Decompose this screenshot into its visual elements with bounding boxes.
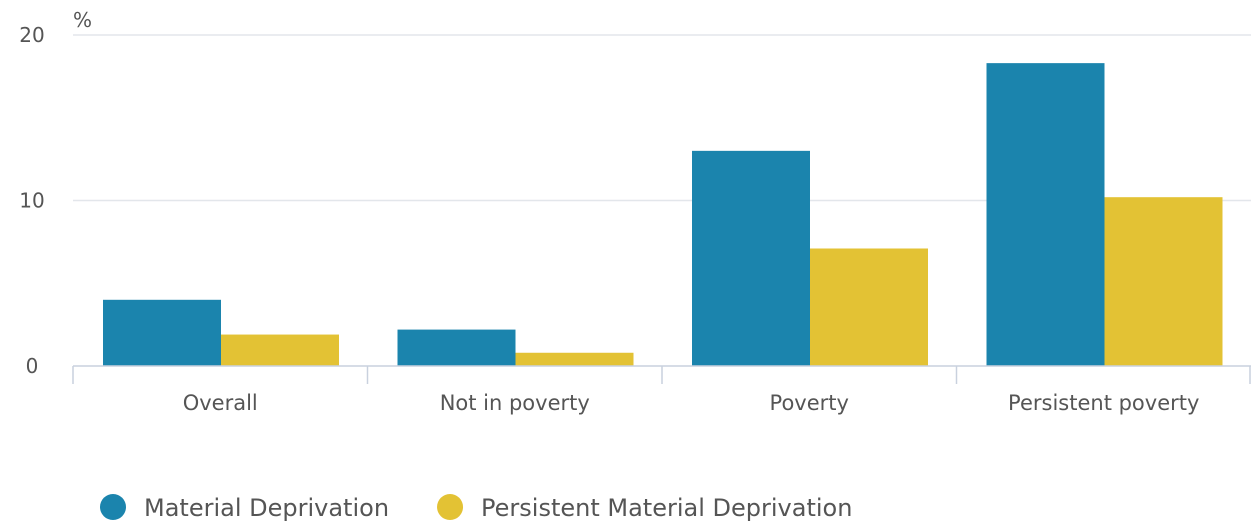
y-axis-unit-label: % <box>73 8 92 32</box>
legend-label: Persistent Material Deprivation <box>481 494 852 522</box>
x-category-label: Poverty <box>770 391 849 415</box>
bar-persistent-material-deprivation[interactable] <box>515 352 634 366</box>
bar-material-deprivation[interactable] <box>103 299 221 366</box>
legend-swatch <box>437 494 464 520</box>
x-category-label: Overall <box>183 391 258 415</box>
y-tick-label: 20 <box>19 23 44 47</box>
bar-material-deprivation[interactable] <box>692 150 810 366</box>
legend: Material Deprivation Persistent Material … <box>100 494 852 522</box>
y-axis-ticks: 0 10 20 <box>19 23 44 378</box>
bar-persistent-material-deprivation[interactable] <box>221 334 339 366</box>
bar-material-deprivation[interactable] <box>986 63 1105 366</box>
x-axis <box>72 365 1251 384</box>
bar-persistent-material-deprivation[interactable] <box>810 248 928 366</box>
category-labels: Overall Not in poverty Poverty Persistent p… <box>183 391 1200 415</box>
bar-material-deprivation[interactable] <box>397 329 516 366</box>
y-tick-label: 10 <box>19 189 44 213</box>
y-tick-label: 0 <box>26 354 39 378</box>
legend-item[interactable]: Material Deprivation <box>100 494 389 522</box>
legend-swatch <box>100 494 126 520</box>
legend-label: Material Deprivation <box>144 494 389 522</box>
bars <box>103 63 1223 366</box>
legend-item[interactable]: Persistent Material Deprivation <box>437 494 852 522</box>
x-category-label: Persistent poverty <box>1008 391 1199 415</box>
bar-persistent-material-deprivation[interactable] <box>1104 197 1223 366</box>
x-category-label: Not in poverty <box>440 391 590 415</box>
